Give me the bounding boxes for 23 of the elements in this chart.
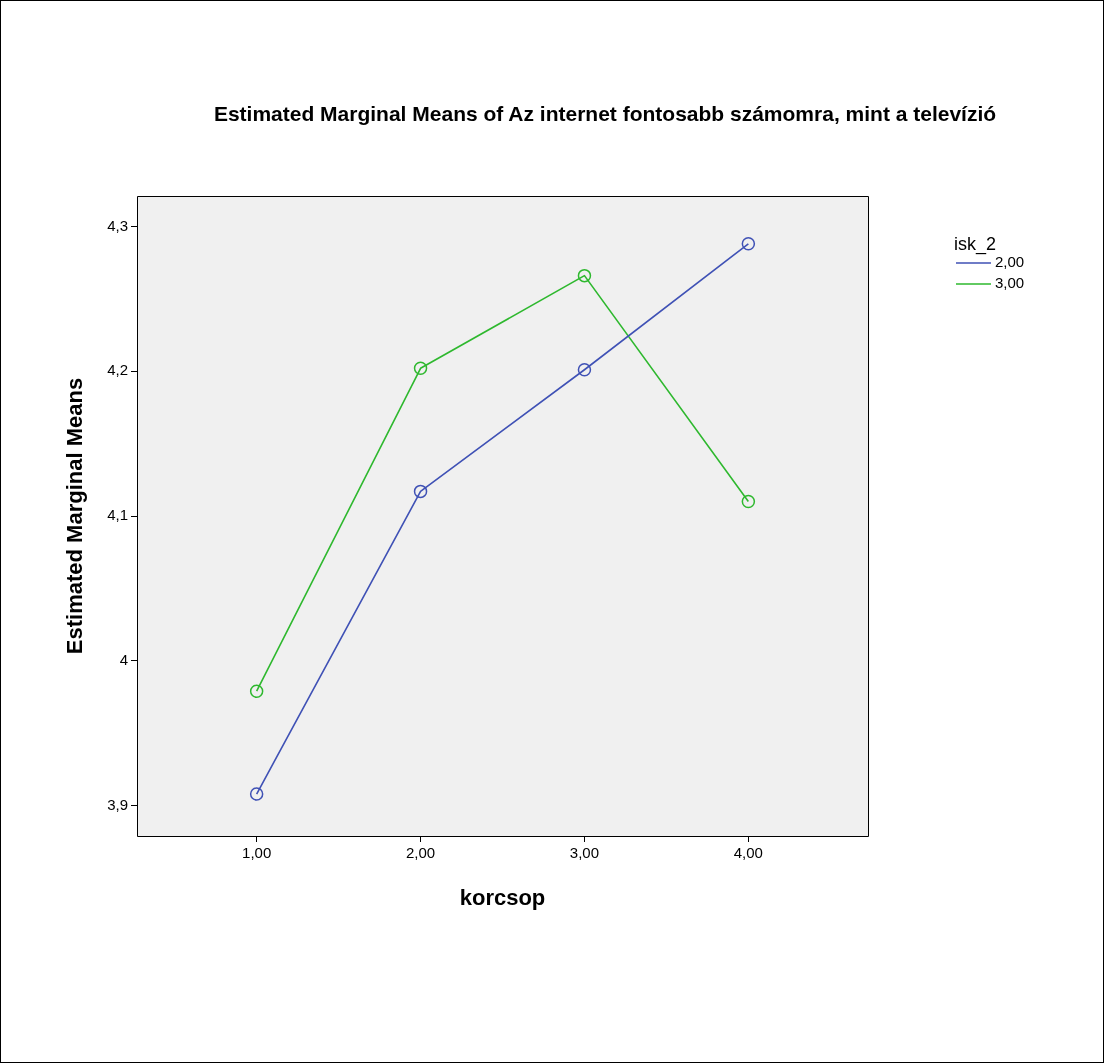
legend-title: isk_2 — [954, 233, 997, 255]
y-tick-label: 4 — [119, 650, 128, 668]
point — [741, 237, 756, 251]
point — [577, 268, 592, 283]
legend-label: 3,00 — [995, 274, 1025, 292]
point — [413, 484, 428, 499]
legend-label: 2,00 — [995, 253, 1025, 271]
y-axis-title: Estimated Marginal Means — [62, 377, 88, 655]
point — [741, 494, 756, 509]
x-axis-title: korcsop — [459, 884, 546, 910]
y-tick-label: 4,3 — [107, 216, 128, 234]
point — [249, 787, 264, 801]
chart-title: Estimated Marginal Means of Az internet fontosabb számomra, mint a televízió — [213, 101, 997, 125]
point — [413, 361, 428, 376]
y-tick-label: 4,2 — [107, 361, 128, 379]
y-tick-label: 4,1 — [107, 506, 128, 524]
x-tick-label: 1,00 — [242, 844, 272, 862]
x-tick-label: 4,00 — [733, 844, 763, 862]
x-tick-label: 3,00 — [569, 844, 600, 862]
y-tick-label: 3,9 — [107, 795, 128, 813]
x-tick-label: 2,00 — [405, 844, 436, 862]
point — [249, 684, 264, 698]
point — [577, 363, 592, 377]
